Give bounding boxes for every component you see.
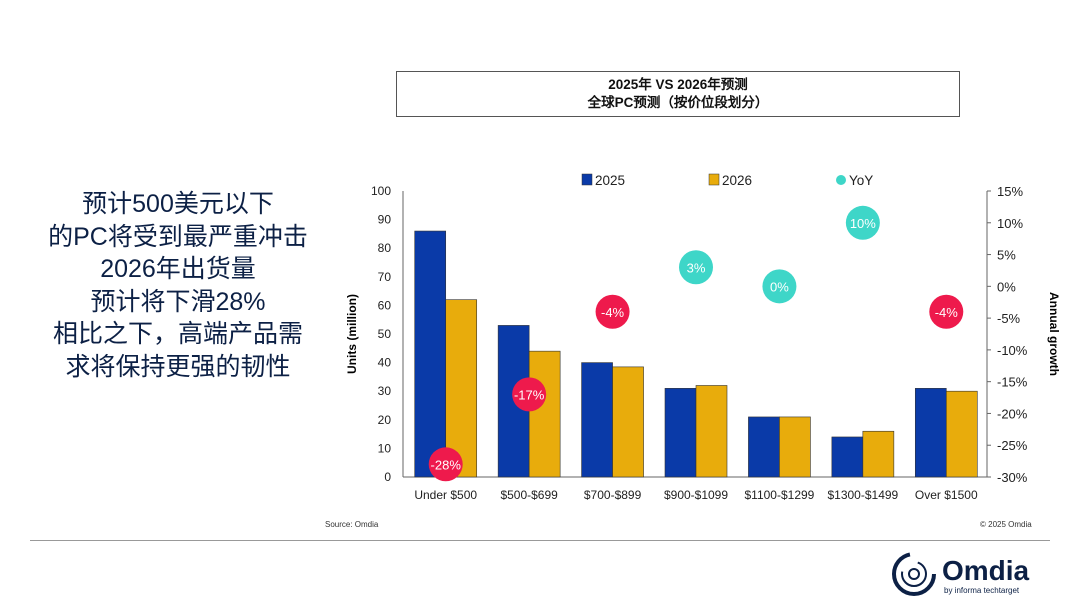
x-tick-label: $1100-$1299	[745, 488, 815, 502]
bar-2025	[748, 416, 780, 478]
headline-line: 求将保持更强的韧性	[65, 352, 291, 381]
bar-2026	[528, 350, 561, 478]
bar-2026	[862, 430, 895, 478]
logo-tagline: by informa techtarget	[944, 586, 1020, 595]
y-tick-label: 50	[378, 327, 392, 341]
yoy-label: -4%	[935, 305, 959, 320]
yoy-point	[762, 269, 797, 304]
divider	[30, 540, 1050, 541]
y-tick-label: 20	[378, 413, 392, 427]
x-tick-label: $900-$1099	[664, 488, 728, 502]
bar-2026	[695, 385, 728, 478]
headline-line: 相比之下，高端产品需	[52, 320, 303, 348]
source-note: Source: Omdia	[325, 520, 379, 529]
headline-text: 预计500美元以下 的PC将受到最严重冲击 2026年出货量 预计将下滑28% …	[18, 188, 338, 383]
legend-swatch	[708, 173, 720, 186]
yoy-label: -28%	[431, 457, 462, 472]
legend-swatch	[581, 173, 593, 186]
bar-2026	[612, 366, 644, 478]
copyright-note: © 2025 Omdia	[980, 520, 1032, 529]
y2-tick-label: 10%	[997, 216, 1023, 231]
x-tick-label: $500-$699	[500, 488, 558, 502]
logo-wordmark: Omdia	[942, 555, 1030, 586]
x-tick-label: Under $500	[414, 488, 477, 502]
y-tick-label: 70	[378, 270, 392, 284]
bar-2025	[581, 362, 613, 478]
x-tick-label: $1300-$1499	[827, 488, 898, 502]
y-tick-label: 40	[378, 356, 392, 370]
omdia-logo-mark: Omdia by informa techtarget	[892, 552, 1030, 596]
y2-axis-label: Annual growth	[1047, 292, 1061, 376]
y2-tick-label: 0%	[997, 279, 1016, 294]
headline-line: 预计500美元以下	[82, 190, 274, 218]
y2-tick-label: -10%	[997, 343, 1028, 358]
chart-title-line-1: 2025年 VS 2026年预测	[608, 77, 748, 92]
y-tick-label: 60	[378, 298, 392, 312]
bar-2026	[779, 416, 811, 478]
y-tick-label: 0	[384, 470, 391, 484]
y2-tick-label: -30%	[997, 470, 1028, 485]
yoy-point	[595, 294, 630, 329]
yoy-point	[845, 205, 880, 240]
headline-line: 2026年出货量	[100, 255, 256, 283]
bar-2025	[414, 230, 447, 478]
yoy-label: 0%	[770, 279, 789, 294]
yoy-label: 10%	[850, 216, 876, 231]
y-tick-label: 30	[378, 384, 392, 398]
y2-tick-label: 5%	[997, 248, 1016, 263]
yoy-label: -4%	[601, 305, 625, 320]
yoy-label: 3%	[687, 260, 706, 275]
y-tick-label: 100	[371, 184, 391, 198]
legend-label: YoY	[849, 173, 873, 188]
y2-tick-label: -5%	[997, 311, 1021, 326]
bar-2025	[664, 388, 697, 478]
headline-line: 预计将下滑28%	[90, 287, 266, 316]
yoy-point	[428, 447, 463, 482]
x-tick-label: $700-$899	[584, 488, 642, 502]
yoy-point	[679, 250, 713, 285]
y2-tick-label: -20%	[997, 406, 1028, 421]
chart-title-line-2: 全球PC预测（按价位段划分）	[587, 95, 769, 110]
bar-2026	[445, 299, 478, 478]
yoy-label: -17%	[514, 387, 545, 402]
bar-2025	[914, 388, 947, 478]
y-axis-label: Units (million)	[345, 294, 359, 374]
legend-label: 2025	[595, 173, 625, 188]
y2-tick-label: -25%	[997, 438, 1028, 453]
y2-tick-label: 15%	[997, 184, 1023, 199]
bar-chart: 0 10 20 30 40 50 60 70 80 90 100 -30% -25% -20% -15% -1…	[345, 173, 1061, 502]
y-tick-label: 80	[378, 241, 392, 255]
bar-2025	[831, 436, 864, 478]
headline-line: 的PC将受到最严重冲击	[48, 222, 308, 251]
legend-swatch	[836, 175, 846, 185]
omdia-logo: Omdia by informa techtarget	[890, 550, 1050, 605]
chart-title: 2025年 VS 2026年预测 全球PC预测（按价位段划分）	[396, 71, 960, 117]
bar-2026	[945, 390, 978, 478]
yoy-point	[512, 377, 547, 412]
y-tick-label: 10	[378, 441, 392, 455]
y2-tick-label: -15%	[997, 375, 1028, 390]
yoy-point	[929, 294, 964, 329]
x-tick-label: Over $1500	[915, 488, 978, 502]
y-tick-label: 90	[378, 213, 392, 227]
legend-label: 2026	[722, 173, 752, 188]
